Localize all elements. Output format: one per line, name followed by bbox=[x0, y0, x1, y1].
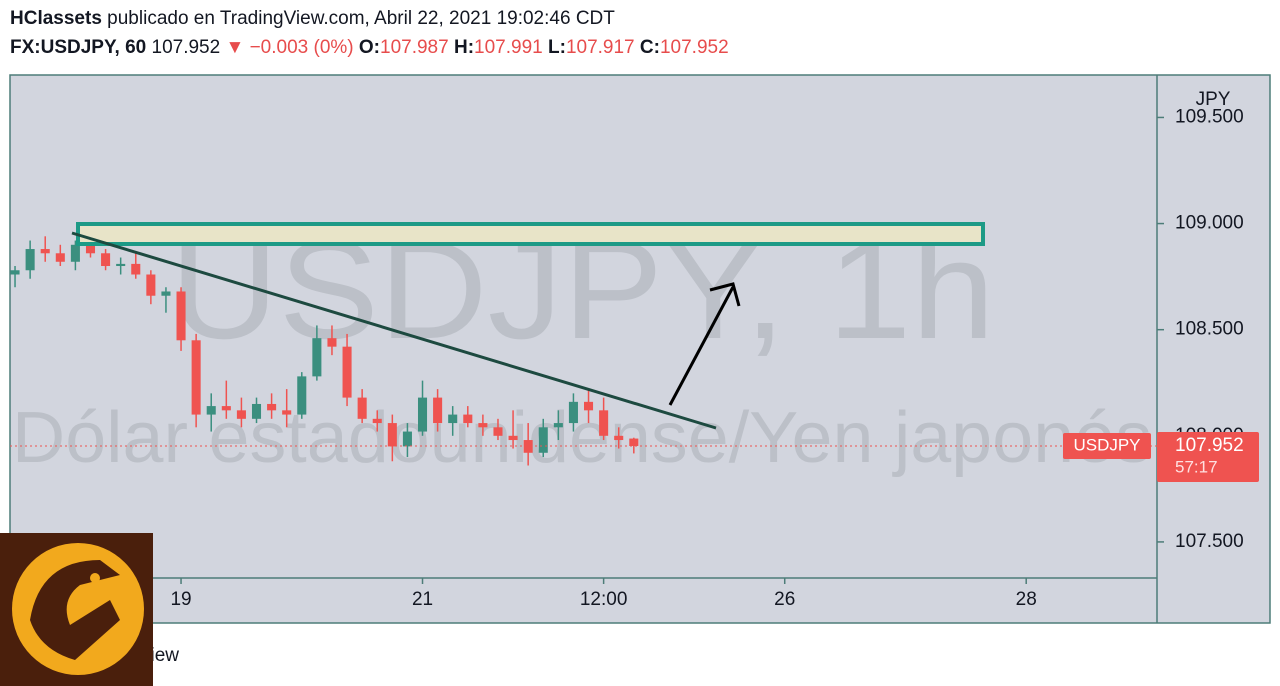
close-label: C: bbox=[639, 37, 660, 58]
watermark-description: Dólar estadounidense/Yen japonés bbox=[12, 398, 1152, 478]
x-tick-label: 21 bbox=[412, 589, 433, 610]
candle-body bbox=[191, 340, 201, 415]
last-price: 107.952 bbox=[151, 37, 221, 58]
candle-body bbox=[327, 338, 337, 347]
candle-body bbox=[629, 438, 639, 446]
candle-body bbox=[236, 410, 246, 419]
close-value: 107.952 bbox=[659, 37, 729, 58]
candle-body bbox=[372, 418, 382, 424]
low-value: 107.917 bbox=[565, 37, 635, 58]
change: ▼ −0.003 (0%) bbox=[225, 37, 354, 58]
header-line-2: FX:USDJPY, 60 107.952 ▼ −0.003 (0%) O:10… bbox=[10, 37, 729, 59]
candle-body bbox=[523, 440, 533, 453]
y-tick-label: 108.500 bbox=[1175, 319, 1244, 340]
header-line-1: HClassets publicado en TradingView.com, … bbox=[10, 8, 615, 30]
price-badge bbox=[1157, 431, 1259, 482]
high-value: 107.991 bbox=[474, 37, 543, 58]
published: publicado en TradingView.com, Abril 22, … bbox=[107, 8, 615, 29]
candle-body bbox=[251, 403, 262, 419]
resistance-zone bbox=[76, 222, 985, 246]
y-tick-label: 107.500 bbox=[1175, 531, 1244, 552]
open-value: 107.987 bbox=[380, 37, 449, 58]
candle-body bbox=[553, 423, 563, 428]
candle-body bbox=[282, 410, 292, 415]
candle-body bbox=[402, 431, 412, 447]
candle-body bbox=[116, 263, 126, 267]
candle-body bbox=[478, 423, 488, 428]
candle-body bbox=[387, 423, 397, 447]
candle-body bbox=[176, 291, 186, 341]
currency-label: JPY bbox=[1196, 89, 1231, 110]
candle-body bbox=[568, 401, 578, 424]
marks bbox=[10, 236, 639, 466]
candle-body bbox=[146, 274, 156, 296]
candle-body bbox=[267, 403, 277, 411]
candle-body bbox=[599, 410, 609, 436]
candle-body bbox=[357, 397, 367, 419]
symbol-badge bbox=[1063, 432, 1151, 459]
logo bbox=[0, 533, 153, 686]
drawings bbox=[71, 222, 985, 430]
arrow-shaft bbox=[668, 286, 735, 406]
candle-body bbox=[342, 346, 352, 398]
low-label: L: bbox=[548, 37, 566, 58]
price-badge-countdown: 57:17 bbox=[1175, 457, 1218, 476]
symbol-badge-label: USDJPY bbox=[1073, 435, 1140, 454]
candle-body bbox=[40, 249, 50, 254]
candle-body bbox=[161, 291, 171, 296]
candle-body bbox=[85, 244, 96, 254]
candle-body bbox=[10, 270, 20, 275]
candle-body bbox=[55, 253, 65, 262]
trend-line bbox=[71, 231, 717, 430]
candle-body bbox=[131, 263, 141, 275]
candle-body bbox=[70, 244, 80, 262]
open-label: O: bbox=[358, 37, 380, 58]
y-tick-label: 109.500 bbox=[1175, 106, 1244, 127]
watermark-group: USDJPY, 1h Dólar estadounidense/Yen japo… bbox=[12, 211, 1152, 478]
x-tick-label: 12:00 bbox=[580, 589, 628, 610]
y-tick-label: 109.000 bbox=[1175, 213, 1244, 234]
high-label: H: bbox=[453, 37, 475, 58]
candle-body bbox=[297, 376, 307, 415]
candle-body bbox=[493, 427, 503, 436]
candle-body bbox=[614, 435, 624, 441]
logo-eagle bbox=[30, 560, 120, 660]
candle-body bbox=[448, 414, 458, 424]
author: HClassets bbox=[10, 8, 102, 29]
candle-body bbox=[508, 435, 518, 441]
candle-body bbox=[101, 253, 111, 267]
candle-body bbox=[25, 249, 35, 271]
x-tick-label: 26 bbox=[774, 589, 795, 610]
candle-body bbox=[206, 406, 216, 415]
x-tick-label: 19 bbox=[170, 589, 191, 610]
chart-panel bbox=[9, 74, 1271, 624]
candle-body bbox=[463, 414, 473, 424]
candle-body bbox=[221, 406, 231, 411]
candle-body bbox=[312, 338, 322, 377]
candle-body bbox=[417, 397, 428, 432]
x-tick-label: 28 bbox=[1016, 589, 1037, 610]
price-badge-value: 107.952 bbox=[1175, 435, 1244, 456]
candle-body bbox=[538, 427, 548, 453]
logo-eye bbox=[90, 573, 100, 583]
symbol: FX:USDJPY, 60 bbox=[10, 37, 147, 58]
candle-body bbox=[584, 401, 594, 411]
candle-body bbox=[433, 397, 443, 424]
arrow-head bbox=[709, 282, 741, 307]
